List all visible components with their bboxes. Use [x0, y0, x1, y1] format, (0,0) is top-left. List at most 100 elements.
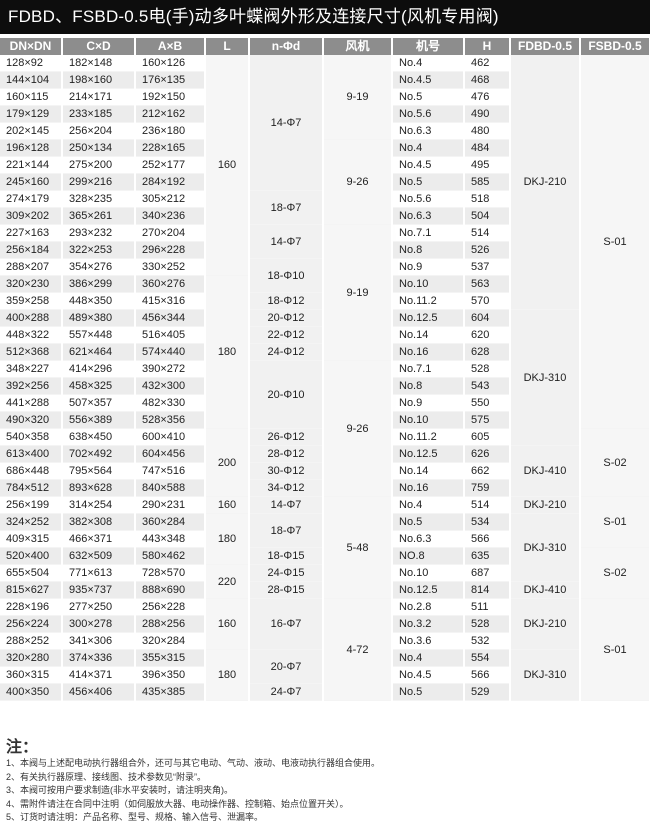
cell-model: No.4.5 — [392, 71, 465, 89]
cell-ab: 888×690 — [135, 581, 206, 599]
cell-h: 511 — [464, 598, 511, 616]
note-item: 4、需附件请注在合同中注明（如伺服放大器、电动操作器、控制箱、始点位置开关）。 — [6, 798, 349, 809]
cell-dn: 520×400 — [0, 547, 63, 565]
cell-fan: 5-48 — [323, 496, 393, 599]
cell-model: No.7.1 — [392, 224, 465, 242]
cell-cd: 557×448 — [62, 326, 136, 344]
cell-dn: 288×252 — [0, 632, 63, 650]
cell-cd: 386×299 — [62, 275, 136, 293]
cell-dn: 360×315 — [0, 666, 63, 684]
cell-h: 504 — [464, 207, 511, 225]
cell-ab: 528×356 — [135, 411, 206, 429]
table-row: 227×163 293×232 270×204 14-Φ7 9-19 No.7.1 514 — [0, 224, 650, 361]
cell-dn: 400×288 — [0, 309, 63, 327]
cell-n-phi-d: 24-Φ7 — [249, 683, 324, 701]
cell-dn: 144×104 — [0, 71, 63, 89]
cell-model: No.16 — [392, 343, 465, 361]
cell-h: 550 — [464, 394, 511, 412]
cell-h: 570 — [464, 292, 511, 310]
cell-fdbd-actuator: DKJ-210 — [510, 496, 581, 514]
cell-h: 626 — [464, 445, 511, 463]
cell-dn: 221×144 — [0, 156, 63, 174]
table-row: 256×224 300×278 288×256 No.3.2 528 — [0, 615, 650, 633]
cell-model: No.10 — [392, 564, 465, 582]
cell-ab: 305×212 — [135, 190, 206, 208]
cell-cd: 354×276 — [62, 258, 136, 276]
cell-ab: 160×126 — [135, 55, 206, 72]
cell-model: No.12.5 — [392, 445, 465, 463]
table-row: 288×207 354×276 330×252 18-Φ10 No.9 537 — [0, 258, 650, 293]
cell-h: 490 — [464, 105, 511, 123]
table-row: 256×199 314×254 290×231 160 14-Φ7 5-48 No.4 514… — [0, 496, 650, 599]
cell-ab: 284×192 — [135, 173, 206, 191]
cell-ab: 192×150 — [135, 88, 206, 106]
cell-n-phi-d: 18-Φ12 — [249, 292, 324, 310]
cell-n-phi-d: 26-Φ12 — [249, 428, 324, 446]
cell-n-phi-d: 28-Φ15 — [249, 581, 324, 599]
cell-ab: 390×272 — [135, 360, 206, 378]
cell-dn: 256×184 — [0, 241, 63, 259]
cell-cd: 299×216 — [62, 173, 136, 191]
table-row: 815×627 935×737 888×690 28-Φ15 No.12.5 814 DKJ… — [0, 581, 650, 599]
cell-h: 537 — [464, 258, 511, 276]
table-row: 274×179 328×235 305×212 18-Φ7 No.5.6 518 — [0, 190, 650, 225]
cell-ab: 212×162 — [135, 105, 206, 123]
cell-dn: 815×627 — [0, 581, 63, 599]
cell-fsbd-actuator: S-01 — [580, 496, 650, 548]
cell-n-phi-d: 18-Φ7 — [249, 513, 324, 548]
cell-h: 534 — [464, 513, 511, 531]
cell-model: No.8 — [392, 377, 465, 395]
cell-n-phi-d: 28-Φ12 — [249, 445, 324, 463]
cell-h: 687 — [464, 564, 511, 582]
table-row: 512×368 621×464 574×440 24-Φ12 No.16 628 — [0, 343, 650, 361]
cell-h: 476 — [464, 88, 511, 106]
cell-h: 462 — [464, 55, 511, 72]
notes-title: 注： — [6, 737, 39, 756]
cell-h: 605 — [464, 428, 511, 446]
cell-dn: 348×227 — [0, 360, 63, 378]
header-ab: A×B — [135, 38, 206, 55]
cell-cd: 414×296 — [62, 360, 136, 378]
cell-h: 662 — [464, 462, 511, 480]
table-row: 245×160 299×216 284×192 No.5 585 — [0, 173, 650, 191]
cell-dn: 179×129 — [0, 105, 63, 123]
note-item: 5、订货时请注明：产品名称、型号、规格、输入信号、泄漏率。 — [6, 812, 264, 822]
cell-model: No.4 — [392, 55, 465, 72]
cell-cd: 341×306 — [62, 632, 136, 650]
cell-model: No.10 — [392, 275, 465, 293]
cell-model: No.4 — [392, 496, 465, 514]
cell-cd: 795×564 — [62, 462, 136, 480]
cell-n-phi-d: 24-Φ15 — [249, 564, 324, 582]
cell-cd: 300×278 — [62, 615, 136, 633]
cell-l: 160 — [205, 55, 250, 276]
cell-h: 628 — [464, 343, 511, 361]
cell-ab: 415×316 — [135, 292, 206, 310]
cell-h: 554 — [464, 649, 511, 667]
cell-fdbd-actuator: DKJ-310 — [510, 649, 581, 701]
cell-dn: 245×160 — [0, 173, 63, 191]
cell-dn: 196×128 — [0, 139, 63, 157]
cell-n-phi-d: 16-Φ7 — [249, 598, 324, 650]
cell-cd: 466×371 — [62, 530, 136, 548]
cell-h: 543 — [464, 377, 511, 395]
cell-model: No.16 — [392, 479, 465, 497]
cell-h: 532 — [464, 632, 511, 650]
cell-model: No.6.3 — [392, 122, 465, 140]
cell-fan: 9-19 — [323, 224, 393, 361]
cell-model: No.2.8 — [392, 598, 465, 616]
cell-h: 518 — [464, 190, 511, 208]
cell-fan: 9-19 — [323, 55, 393, 140]
table-row: 540×358 638×450 600×410 200 26-Φ12 No.11.2 605… — [0, 428, 650, 497]
cell-fan: 9-26 — [323, 360, 393, 497]
table-row: 400×288 489×380 456×344 20-Φ12 No.12.5 604 DKJ… — [0, 309, 650, 446]
table-row: 784×512 893×628 840×588 34-Φ12 No.16 759 — [0, 479, 650, 497]
cell-fan: 4-72 — [323, 598, 393, 701]
table-row: 202×145 256×204 236×180 No.6.3 480 — [0, 122, 650, 140]
cell-ab: 360×276 — [135, 275, 206, 293]
cell-cd: 182×148 — [62, 55, 136, 72]
cell-dn: 128×92 — [0, 55, 63, 72]
cell-ab: 574×440 — [135, 343, 206, 361]
cell-dn: 227×163 — [0, 224, 63, 242]
cell-ab: 443×348 — [135, 530, 206, 548]
cell-dn: 320×280 — [0, 649, 63, 667]
